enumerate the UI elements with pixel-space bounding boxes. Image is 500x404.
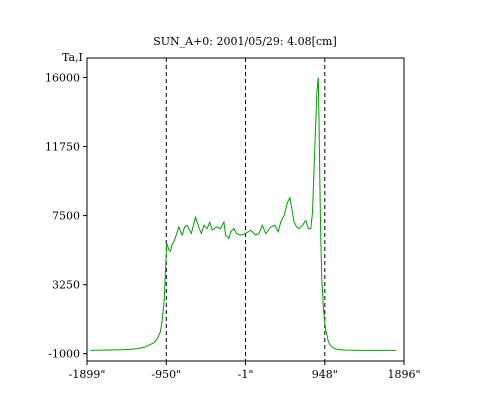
series-line <box>90 77 396 351</box>
x-tick-label: -1" <box>238 368 254 381</box>
x-tick-label: -1899" <box>69 368 106 381</box>
y-axis-ticks: -1000 3250 7500 11750 16000 <box>45 71 87 361</box>
chart-title: SUN_A+0: 2001/05/29: 4.08[cm] <box>153 35 337 48</box>
x-tick-label: 1896" <box>387 368 420 381</box>
x-tick-label: 948" <box>312 368 338 381</box>
y-axis-label: Ta,I <box>62 51 83 64</box>
y-tick-label: 16000 <box>45 71 80 84</box>
y-tick-label: -1000 <box>48 348 80 361</box>
y-tick-label: 3250 <box>52 279 80 292</box>
y-tick-label: 11750 <box>45 141 80 154</box>
y-tick-label: 7500 <box>52 210 80 223</box>
series-layer <box>90 77 396 351</box>
reference-lines <box>165 58 326 361</box>
x-tick-label: -950" <box>151 368 181 381</box>
x-axis-ticks: -1899" -950" -1" 948" 1896" <box>69 361 421 381</box>
